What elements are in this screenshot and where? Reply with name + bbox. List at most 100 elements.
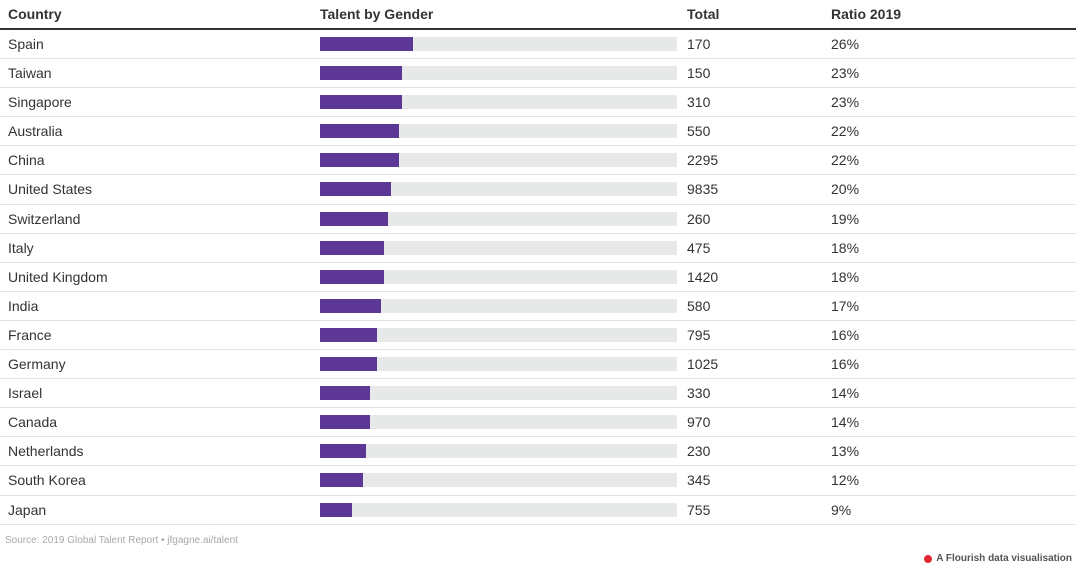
table-body: Spain 170 26% Taiwan 150 23% Singapore 310 23% Au… (0, 30, 1076, 525)
bar-fill (320, 153, 399, 168)
source-note: Source: 2019 Global Talent Report • jfga… (5, 535, 238, 546)
bar-track (320, 182, 677, 197)
total-value: 260 (687, 210, 711, 227)
bar-fill (320, 357, 378, 372)
header-ratio-2019[interactable]: Ratio 2019 (831, 6, 902, 22)
table-row: Germany 1025 16% (0, 350, 1076, 380)
country-label: Netherlands (8, 443, 84, 460)
bar-fill (320, 269, 385, 284)
bar-fill (320, 182, 392, 197)
table-row: South Korea 345 12% (0, 466, 1076, 496)
total-value: 755 (687, 501, 711, 518)
table-row: United States 9835 20% (0, 175, 1076, 205)
bar-fill (320, 211, 388, 226)
ratio-value: 12% (831, 472, 860, 489)
bar-track (320, 386, 677, 401)
country-label: Switzerland (8, 210, 81, 227)
table-row: India 580 17% (0, 292, 1076, 321)
total-value: 475 (687, 239, 711, 256)
table-row: Singapore 310 23% (0, 88, 1076, 118)
ratio-value: 16% (831, 356, 860, 373)
country-label: Japan (8, 501, 47, 518)
bar-fill (320, 298, 381, 313)
bar-track (320, 298, 677, 313)
bar-fill (320, 327, 378, 342)
header-talent-by-gender[interactable]: Talent by Gender (320, 6, 434, 22)
flourish-logo-icon (924, 554, 933, 563)
country-label: Germany (8, 356, 66, 373)
country-label: France (8, 326, 52, 343)
ratio-value: 23% (831, 65, 860, 82)
bar-track (320, 502, 677, 517)
table-row: Spain 170 26% (0, 30, 1076, 60)
ratio-value: 14% (831, 414, 860, 431)
ratio-value: 16% (831, 326, 860, 343)
header-country[interactable]: Country (8, 6, 62, 22)
bar-track (320, 240, 677, 255)
bar-fill (320, 473, 363, 488)
bar-track (320, 444, 677, 459)
total-value: 580 (687, 297, 711, 314)
total-value: 550 (687, 123, 711, 140)
total-value: 795 (687, 326, 711, 343)
table-row: Italy 475 18% (0, 234, 1076, 263)
total-value: 170 (687, 36, 711, 52)
bar-fill (320, 415, 370, 430)
table-row: China 2295 22% (0, 146, 1076, 176)
ratio-value: 20% (831, 181, 860, 198)
country-label: Taiwan (8, 65, 52, 82)
data-table: Country Talent by Gender Total Ratio 201… (0, 0, 1076, 525)
bar-track (320, 95, 677, 110)
bar-fill (320, 386, 370, 401)
total-value: 970 (687, 414, 711, 431)
country-label: Italy (8, 239, 34, 256)
table-header: Country Talent by Gender Total Ratio 201… (0, 0, 1076, 30)
total-value: 9835 (687, 181, 719, 198)
bar-track (320, 415, 677, 430)
total-value: 1420 (687, 268, 719, 285)
country-label: Canada (8, 414, 58, 431)
flourish-credit-text: A Flourish data visualisation (936, 553, 1072, 564)
ratio-value: 18% (831, 239, 860, 256)
bar-track (320, 211, 677, 226)
bar-track (320, 124, 677, 139)
total-value: 2295 (687, 152, 719, 169)
table-row: Taiwan 150 23% (0, 59, 1076, 89)
bar-fill (320, 444, 367, 459)
bar-track (320, 357, 677, 372)
bar-fill (320, 37, 413, 51)
table-row: France 795 16% (0, 321, 1076, 351)
ratio-value: 17% (831, 297, 860, 314)
country-label: Australia (8, 123, 63, 140)
bar-track (320, 66, 677, 81)
flourish-credit[interactable]: A Flourish data visualisation (924, 553, 1072, 564)
bar-fill (320, 240, 385, 255)
total-value: 330 (687, 385, 711, 402)
country-label: Israel (8, 385, 43, 402)
total-value: 230 (687, 443, 711, 460)
total-value: 345 (687, 472, 711, 489)
country-label: India (8, 297, 39, 314)
table-row: Australia 550 22% (0, 117, 1076, 147)
ratio-value: 26% (831, 36, 860, 52)
bar-fill (320, 66, 403, 81)
bar-track (320, 153, 677, 168)
bar-track (320, 473, 677, 488)
ratio-value: 22% (831, 152, 860, 169)
bar-track (320, 37, 677, 51)
total-value: 1025 (687, 356, 719, 373)
bar-fill (320, 502, 353, 517)
ratio-value: 14% (831, 385, 860, 402)
ratio-value: 19% (831, 210, 860, 227)
country-label: South Korea (8, 472, 86, 489)
total-value: 150 (687, 65, 711, 82)
country-label: United Kingdom (8, 268, 108, 285)
ratio-value: 23% (831, 94, 860, 111)
country-label: China (8, 152, 45, 169)
table-row: Canada 970 14% (0, 408, 1076, 438)
ratio-value: 18% (831, 268, 860, 285)
table-row: Japan 755 9% (0, 496, 1076, 525)
bar-track (320, 269, 677, 284)
header-total[interactable]: Total (687, 6, 720, 22)
ratio-value: 9% (831, 501, 852, 518)
